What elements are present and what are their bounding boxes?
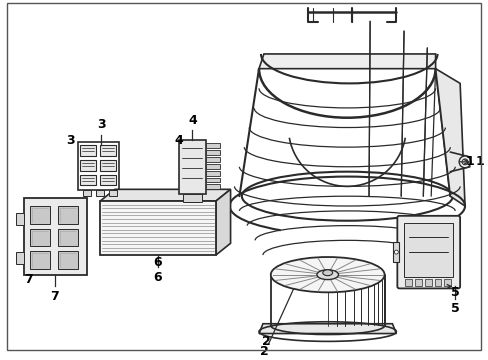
Ellipse shape	[394, 250, 398, 254]
Bar	[444, 279, 450, 287]
Polygon shape	[435, 69, 464, 206]
Bar	[81, 145, 96, 156]
Polygon shape	[215, 189, 230, 255]
Bar	[205, 177, 219, 183]
Text: 2: 2	[259, 345, 268, 358]
Polygon shape	[259, 54, 435, 69]
Text: 5: 5	[450, 302, 459, 315]
Polygon shape	[259, 324, 396, 334]
Bar	[16, 213, 23, 225]
Ellipse shape	[316, 270, 338, 280]
Text: 3: 3	[66, 134, 75, 147]
Bar	[16, 252, 23, 264]
Bar	[393, 242, 399, 262]
Text: 1: 1	[465, 156, 473, 168]
Text: 3: 3	[97, 118, 105, 131]
Bar	[30, 206, 50, 224]
Text: 4: 4	[187, 113, 196, 127]
Text: 6: 6	[153, 271, 162, 284]
Bar	[205, 164, 219, 169]
Text: 5: 5	[450, 286, 459, 299]
Text: 7: 7	[50, 291, 59, 303]
Bar	[23, 198, 87, 275]
Bar	[58, 251, 78, 269]
Bar	[205, 157, 219, 162]
FancyBboxPatch shape	[397, 216, 459, 288]
Bar	[81, 175, 96, 185]
Bar	[178, 140, 205, 194]
Bar	[205, 171, 219, 176]
Text: 1: 1	[475, 156, 484, 168]
Polygon shape	[100, 189, 230, 201]
Bar	[100, 175, 116, 185]
Bar	[78, 142, 119, 190]
Bar	[81, 160, 96, 171]
Bar	[404, 223, 452, 276]
Bar	[205, 150, 219, 155]
Bar	[405, 279, 411, 287]
Bar	[109, 190, 117, 196]
Bar	[414, 279, 421, 287]
Bar	[30, 229, 50, 246]
Bar	[434, 279, 441, 287]
Text: 4: 4	[174, 134, 183, 147]
Ellipse shape	[270, 257, 384, 292]
Bar	[205, 143, 219, 148]
Bar	[30, 251, 50, 269]
Text: 2: 2	[262, 335, 271, 348]
Bar	[100, 201, 215, 255]
Ellipse shape	[458, 156, 470, 168]
Bar	[182, 194, 202, 202]
Bar	[424, 279, 431, 287]
Bar	[205, 184, 219, 189]
Text: 7: 7	[24, 273, 33, 286]
Bar	[100, 145, 116, 156]
Ellipse shape	[322, 270, 332, 276]
Text: 6: 6	[153, 256, 162, 269]
Bar	[58, 206, 78, 224]
Bar	[58, 229, 78, 246]
Bar	[96, 190, 104, 196]
Bar	[83, 190, 91, 196]
Ellipse shape	[461, 159, 467, 165]
Bar	[100, 160, 116, 171]
